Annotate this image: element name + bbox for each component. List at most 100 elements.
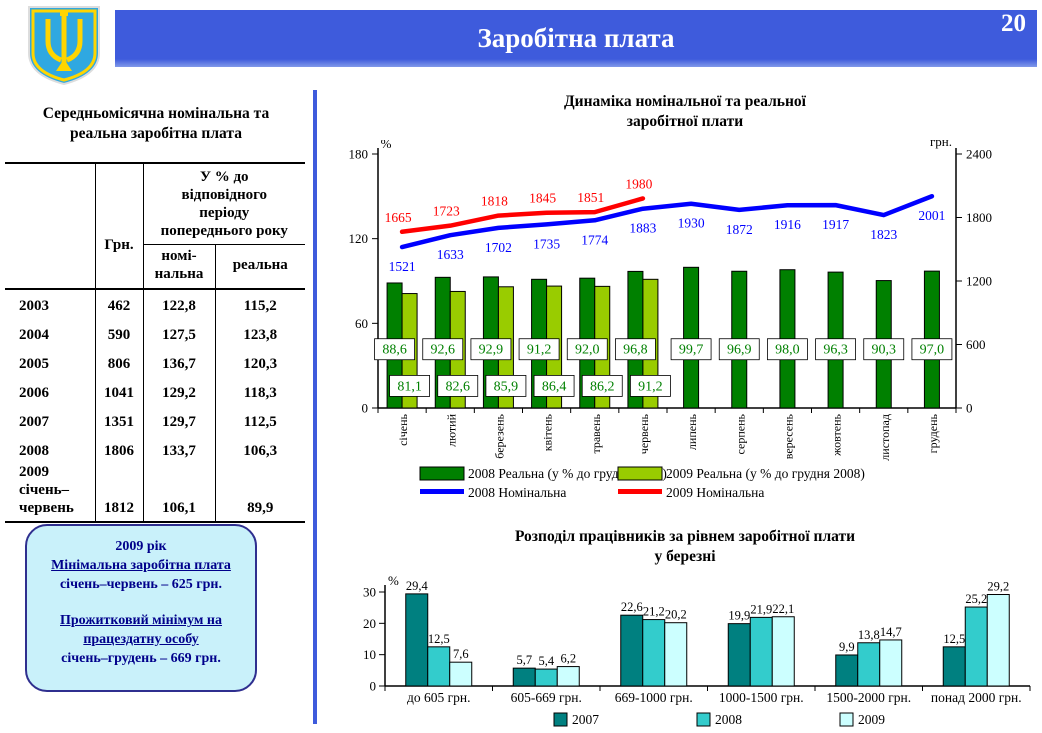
bar-value-label: 6,2 (560, 652, 576, 666)
y-axis-tick-label: 20 (363, 616, 376, 631)
bar-label-box-2009 (437, 375, 479, 397)
bar-2008 (642, 619, 666, 687)
table-cell-year: 2003 (5, 289, 96, 320)
table-row: 2005 806 136,7 120,3 (5, 348, 305, 378)
line-point-label: 1845 (529, 191, 556, 206)
table-row: 2003 462 122,8 115,2 (5, 289, 305, 320)
bar-label-2009: 82,6 (446, 379, 471, 394)
table-cell-year: 2009 січень–червень (5, 464, 96, 524)
bar-label-box-2008 (518, 338, 560, 361)
bar-label-2009: 86,4 (542, 379, 567, 394)
line-point-label: 1774 (581, 232, 608, 247)
bar-value-label: 12,5 (428, 632, 450, 646)
right-axis-tick-label: 0 (966, 401, 973, 416)
table-row: 2006 1041 129,2 118,3 (5, 377, 305, 407)
page-number: 20 (1001, 10, 1026, 37)
legend-label-2009: 2009 (858, 712, 885, 727)
bar-value-label: 21,9 (750, 602, 772, 616)
bar-2009 (556, 666, 580, 687)
bar-label-2009: 86,2 (590, 379, 615, 394)
bar-label-2008: 90,3 (872, 343, 897, 358)
bar-2008 (964, 606, 988, 687)
bar-2008-real (683, 266, 700, 409)
right-axis-unit-label: грн. (930, 140, 952, 149)
table-cell-real: 123,8 (243, 326, 278, 343)
bar-label-box-2008 (566, 338, 608, 361)
table-cell-real: 115,2 (243, 297, 277, 314)
bar-label-box-2008 (767, 338, 808, 361)
line-point-label: 1930 (678, 216, 705, 231)
bar-label-box-2009 (485, 375, 527, 397)
bar-label-2008: 98,0 (775, 343, 800, 358)
bar-value-label: 22,1 (772, 602, 794, 616)
category-label: 669-1000 грн. (615, 690, 693, 705)
table-cell-year: 2004 (5, 319, 96, 349)
table-row: 2008 1806 133,7 106,3 (5, 435, 305, 465)
wage-table-body: 2003 462 122,8 115,2 2004 590 127,5 123,8 2005 80… (5, 289, 305, 524)
bar-2009 (986, 594, 1010, 687)
info-box-min-wage-value: січень–червень – 625 грн. (59, 576, 223, 592)
wage-distribution-chart: Розподіл працівників за рівнем заробітно… (332, 527, 1038, 732)
y-axis-tick-label: 30 (363, 585, 376, 600)
left-axis-tick-label: 0 (362, 401, 369, 416)
table-cell-grn: 462 (95, 289, 144, 320)
legend-swatch-2009-nominal (618, 489, 662, 494)
y-axis-unit-label: % (388, 573, 399, 588)
table-cell-grn: 1812 (95, 464, 144, 524)
table-header-real: реальна (215, 244, 305, 291)
bar-2007 (942, 646, 966, 687)
bar-2008 (749, 616, 773, 687)
bar-label-2008: 96,9 (727, 343, 752, 358)
month-label: серпень (733, 413, 747, 454)
line-point-label: 1735 (533, 236, 560, 251)
table-row: 2009 січень–червень 1812 106,1 89,9 (5, 464, 305, 524)
table-cell-real: 120,3 (243, 355, 278, 372)
bar-value-label: 20,2 (665, 608, 687, 622)
table-cell-nominal: 129,2 (143, 377, 216, 407)
bar-label-box-2008 (374, 338, 415, 361)
legend-swatch-2009-real (617, 466, 663, 481)
table-row: 2004 590 127,5 123,8 (5, 319, 305, 349)
table-cell-nominal: 127,5 (143, 319, 216, 349)
bar-label-box-2008 (615, 338, 656, 361)
table-header-pct-group: У % до відповідного періоду попереднього… (143, 162, 305, 245)
legend-label-2008-real: 2008 Реальна (у % до грудня 2007) (468, 466, 667, 481)
bar-label-box-2009 (630, 375, 671, 397)
bar-label-2008: 88,6 (382, 343, 407, 358)
category-label: 1500-2000 грн. (826, 690, 911, 705)
month-label: квітень (541, 413, 555, 451)
bar-value-label: 29,4 (406, 579, 429, 593)
vertical-divider (313, 90, 317, 724)
table-cell-nominal: 136,7 (143, 348, 216, 378)
bar-value-label: 13,8 (858, 628, 880, 642)
bar-label-box-2009 (389, 375, 430, 397)
bar-value-label: 25,2 (965, 592, 987, 606)
y-axis-tick-label: 0 (370, 679, 377, 694)
info-box-subsistence-value: січень–грудень – 669 грн. (61, 650, 221, 666)
month-label: травень (589, 413, 603, 453)
month-label: липень (685, 413, 699, 450)
table-cell-nominal: 122,8 (143, 289, 216, 320)
table-cell-nominal: 106,1 (143, 464, 216, 524)
table-cell-real: 118,3 (243, 384, 277, 401)
legend-label-2008: 2008 (715, 712, 742, 727)
month-label: січень (396, 413, 410, 445)
bar-value-label: 22,6 (621, 600, 643, 614)
bar-2009 (771, 616, 795, 687)
bar-2007 (620, 614, 644, 687)
legend-swatch-2008-real (419, 466, 465, 481)
table-cell-grn: 1806 (95, 435, 144, 465)
table-cell-grn: 806 (95, 348, 144, 378)
line-2009-nominal (399, 196, 646, 235)
bar-2007 (727, 623, 751, 687)
bar-value-label: 19,9 (728, 609, 750, 623)
line-point-label: 1818 (481, 194, 508, 209)
bar-value-label: 12,5 (943, 632, 965, 646)
month-label: жовтень (830, 413, 844, 456)
legend-swatch-2007 (553, 712, 568, 727)
bar-value-label: 5,4 (538, 654, 554, 668)
bar-value-label: 9,9 (839, 640, 855, 654)
bar-value-label: 21,2 (643, 605, 665, 619)
top-chart-title: Динаміка номінальної та реальної заробіт… (564, 93, 806, 131)
